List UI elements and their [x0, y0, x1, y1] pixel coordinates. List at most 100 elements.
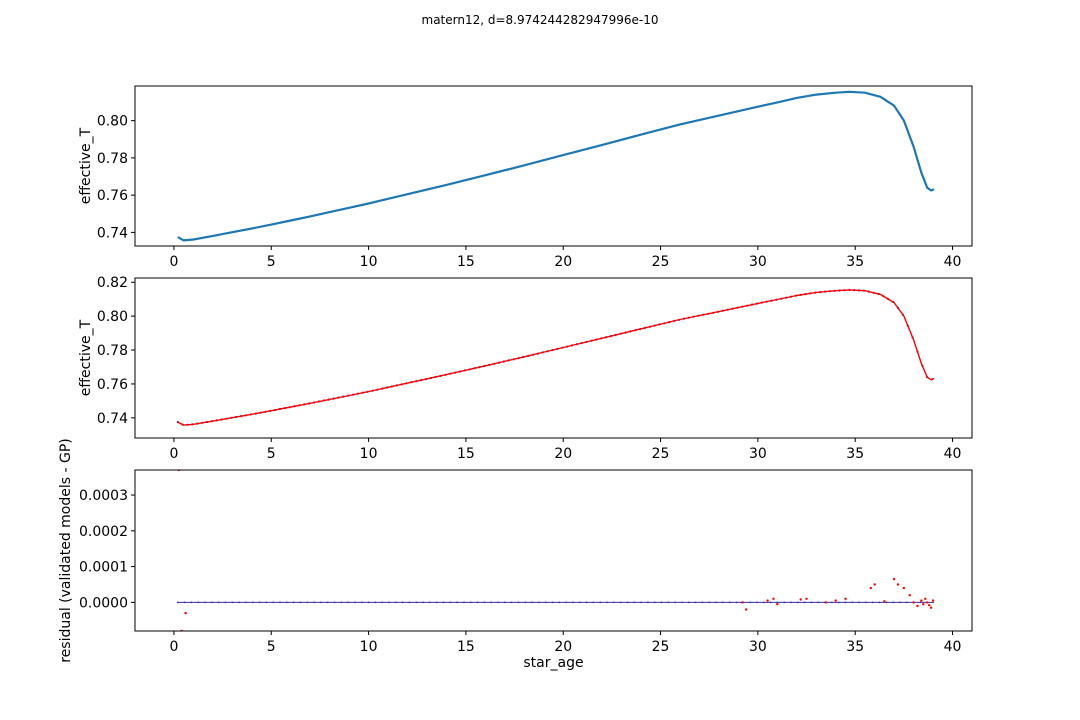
- model-point: [517, 601, 520, 604]
- x-tick-label: 5: [267, 254, 276, 270]
- residual-point: [799, 598, 802, 601]
- x-tick-label: 15: [457, 446, 475, 462]
- residual-point: [869, 586, 872, 590]
- model-point: [551, 601, 554, 604]
- model-point: [619, 601, 622, 604]
- model-point: [735, 601, 738, 604]
- model-point: [592, 601, 595, 604]
- y-axis-label: residual (validated models - GP): [58, 438, 74, 663]
- x-tick-label: 10: [360, 446, 378, 462]
- residual-point: [924, 597, 927, 600]
- y-tick-label: 0.0003: [79, 488, 128, 504]
- y-tick-label: 0.78: [97, 343, 128, 359]
- model-point: [231, 601, 234, 604]
- model-point: [415, 601, 418, 604]
- model-point: [572, 601, 574, 604]
- model-point: [360, 601, 363, 604]
- model-point: [585, 601, 588, 604]
- x-tick-label: 10: [360, 254, 378, 270]
- model-point: [776, 601, 779, 604]
- residual-point: [844, 597, 847, 600]
- residual-point: [916, 604, 919, 608]
- residual-point: [805, 597, 808, 600]
- x-tick-label: 0: [169, 446, 178, 462]
- model-point: [449, 601, 452, 604]
- model-point: [401, 601, 404, 604]
- model-point: [640, 601, 642, 604]
- model-point: [694, 601, 697, 604]
- x-tick-label: 20: [554, 639, 572, 655]
- y-tick-label: 0.80: [97, 114, 128, 130]
- model-point: [176, 601, 179, 604]
- model-point: [299, 601, 302, 604]
- model-point: [851, 601, 854, 604]
- model-point: [354, 601, 356, 604]
- model-point: [217, 601, 220, 604]
- y-tick-label: 0.80: [97, 309, 128, 325]
- gp-line: [177, 289, 935, 426]
- model-point: [919, 601, 922, 604]
- model-point: [878, 601, 881, 604]
- model-point: [367, 601, 370, 604]
- x-tick-label: 15: [457, 254, 475, 270]
- model-point: [674, 601, 677, 604]
- y-axis-label: effective_T: [78, 319, 94, 396]
- model-point: [544, 601, 547, 604]
- residual-point: [883, 600, 886, 603]
- x-tick-label: 25: [652, 254, 670, 270]
- model-point: [251, 601, 254, 604]
- model-point: [783, 601, 786, 604]
- residual-point: [912, 601, 915, 604]
- model-point: [817, 601, 820, 604]
- model-point: [524, 601, 527, 604]
- residual-point: [873, 583, 876, 586]
- model-point: [408, 601, 411, 604]
- model-point: [463, 601, 465, 604]
- model-point: [435, 601, 438, 604]
- model-point: [347, 601, 349, 604]
- residual-point: [766, 599, 769, 602]
- model-point: [681, 601, 683, 604]
- model-point: [871, 601, 874, 604]
- model-point: [885, 601, 888, 604]
- model-point: [340, 601, 343, 604]
- x-tick-label: 0: [169, 639, 178, 655]
- model-point: [660, 601, 663, 604]
- model-point: [749, 601, 751, 604]
- model-point: [831, 601, 833, 604]
- model-point: [538, 601, 540, 604]
- model-point: [388, 601, 390, 604]
- residual-point: [776, 603, 779, 606]
- model-point: [306, 601, 309, 604]
- figure-suptitle: matern12, d=8.974244282947996e-10: [422, 13, 659, 27]
- residual-point: [892, 577, 896, 581]
- subplot-2: 0 5 10 15 20 25 30 35 40 0.74 0.76 0.78 0.80 0.82 effe…: [78, 275, 973, 462]
- model-point: [476, 601, 479, 604]
- residual-point: [926, 601, 929, 604]
- model-point: [762, 601, 765, 604]
- x-tick-label: 30: [749, 254, 767, 270]
- model-point: [810, 601, 813, 604]
- model-point: [422, 601, 424, 604]
- model-point: [381, 601, 384, 604]
- x-tick-label: 0: [169, 254, 178, 270]
- model-point: [333, 601, 336, 604]
- residual-point: [920, 599, 923, 602]
- model-point: [769, 601, 772, 604]
- model-point: [790, 601, 792, 604]
- y-tick-label: 0.76: [97, 377, 128, 393]
- model-point: [626, 601, 629, 604]
- subplot-1: 0 5 10 15 20 25 30 35 40 0.74 0.76 0.78 0.80effectiv…: [78, 85, 973, 270]
- model-point: [285, 601, 288, 604]
- model-point: [803, 601, 806, 604]
- model-point: [858, 601, 860, 604]
- model-point: [721, 601, 724, 604]
- y-tick-label: 0.82: [97, 275, 128, 291]
- x-tick-label: 40: [944, 639, 962, 655]
- plot-area-1: [177, 90, 935, 242]
- subplot-3: 0 5 10 15 20 25 30 35 40 0.0000 0.0001 0.0002 0.0003…: [58, 438, 973, 671]
- model-point: [190, 601, 193, 604]
- residual-point: [741, 601, 744, 604]
- series-line: [177, 90, 935, 242]
